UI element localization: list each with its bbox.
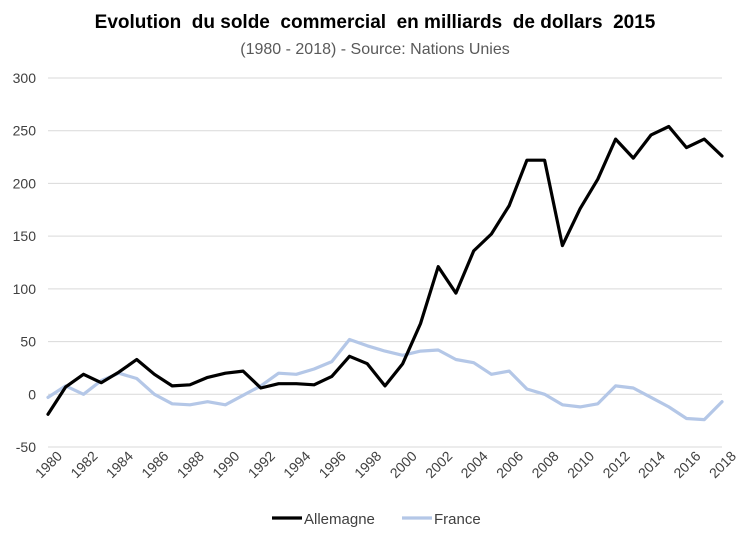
x-tick-label: 2018 — [706, 448, 739, 481]
x-tick-label: 1982 — [67, 448, 100, 481]
chart-title: Evolution du solde commercial en milliar… — [95, 12, 656, 33]
series-line-france — [46, 337, 724, 422]
y-tick-label: 150 — [13, 228, 37, 244]
gridlines — [48, 77, 722, 448]
y-tick-label: 200 — [13, 175, 37, 191]
x-tick-label: 1996 — [316, 448, 349, 481]
series-lines — [46, 124, 724, 422]
chart-subtitle: (1980 - 2018) - Source: Nations Unies — [240, 41, 509, 58]
x-tick-label: 1988 — [174, 448, 207, 481]
x-tick-label: 1990 — [209, 448, 242, 481]
series-line-allemagne — [46, 124, 724, 416]
x-tick-label: 2016 — [670, 448, 703, 481]
legend: Allemagne France — [272, 511, 481, 528]
x-tick-label: 2010 — [564, 448, 597, 481]
x-tick-label: 1994 — [280, 448, 313, 481]
y-tick-label: 250 — [13, 123, 37, 139]
legend-label-allemagne: Allemagne — [304, 511, 375, 528]
x-tick-label: 1992 — [245, 448, 278, 481]
y-tick-label: 300 — [13, 70, 37, 86]
x-tick-label: 1986 — [138, 448, 171, 481]
x-tick-label: 2002 — [422, 448, 455, 481]
y-tick-label: -50 — [16, 439, 36, 455]
x-tick-label: 2004 — [457, 448, 490, 481]
y-axis-tick-labels: 300 250 200 150 100 50 0 -50 — [13, 70, 37, 455]
legend-label-france: France — [434, 511, 481, 528]
x-tick-label: 2012 — [599, 448, 632, 481]
x-tick-label: 2006 — [493, 448, 526, 481]
y-tick-label: 100 — [13, 281, 37, 297]
x-tick-label: 1980 — [32, 448, 65, 481]
x-tick-label: 1984 — [103, 448, 136, 481]
y-tick-label: 0 — [28, 386, 36, 402]
x-tick-label: 1998 — [351, 448, 384, 481]
x-tick-label: 2000 — [387, 448, 420, 481]
x-axis-tick-labels: 1980 1982 1984 1986 1988 1990 1992 1994 1996 1998… — [32, 448, 739, 481]
x-tick-label: 2008 — [528, 448, 561, 481]
y-tick-label: 50 — [20, 334, 36, 350]
x-tick-label: 2014 — [635, 448, 668, 481]
